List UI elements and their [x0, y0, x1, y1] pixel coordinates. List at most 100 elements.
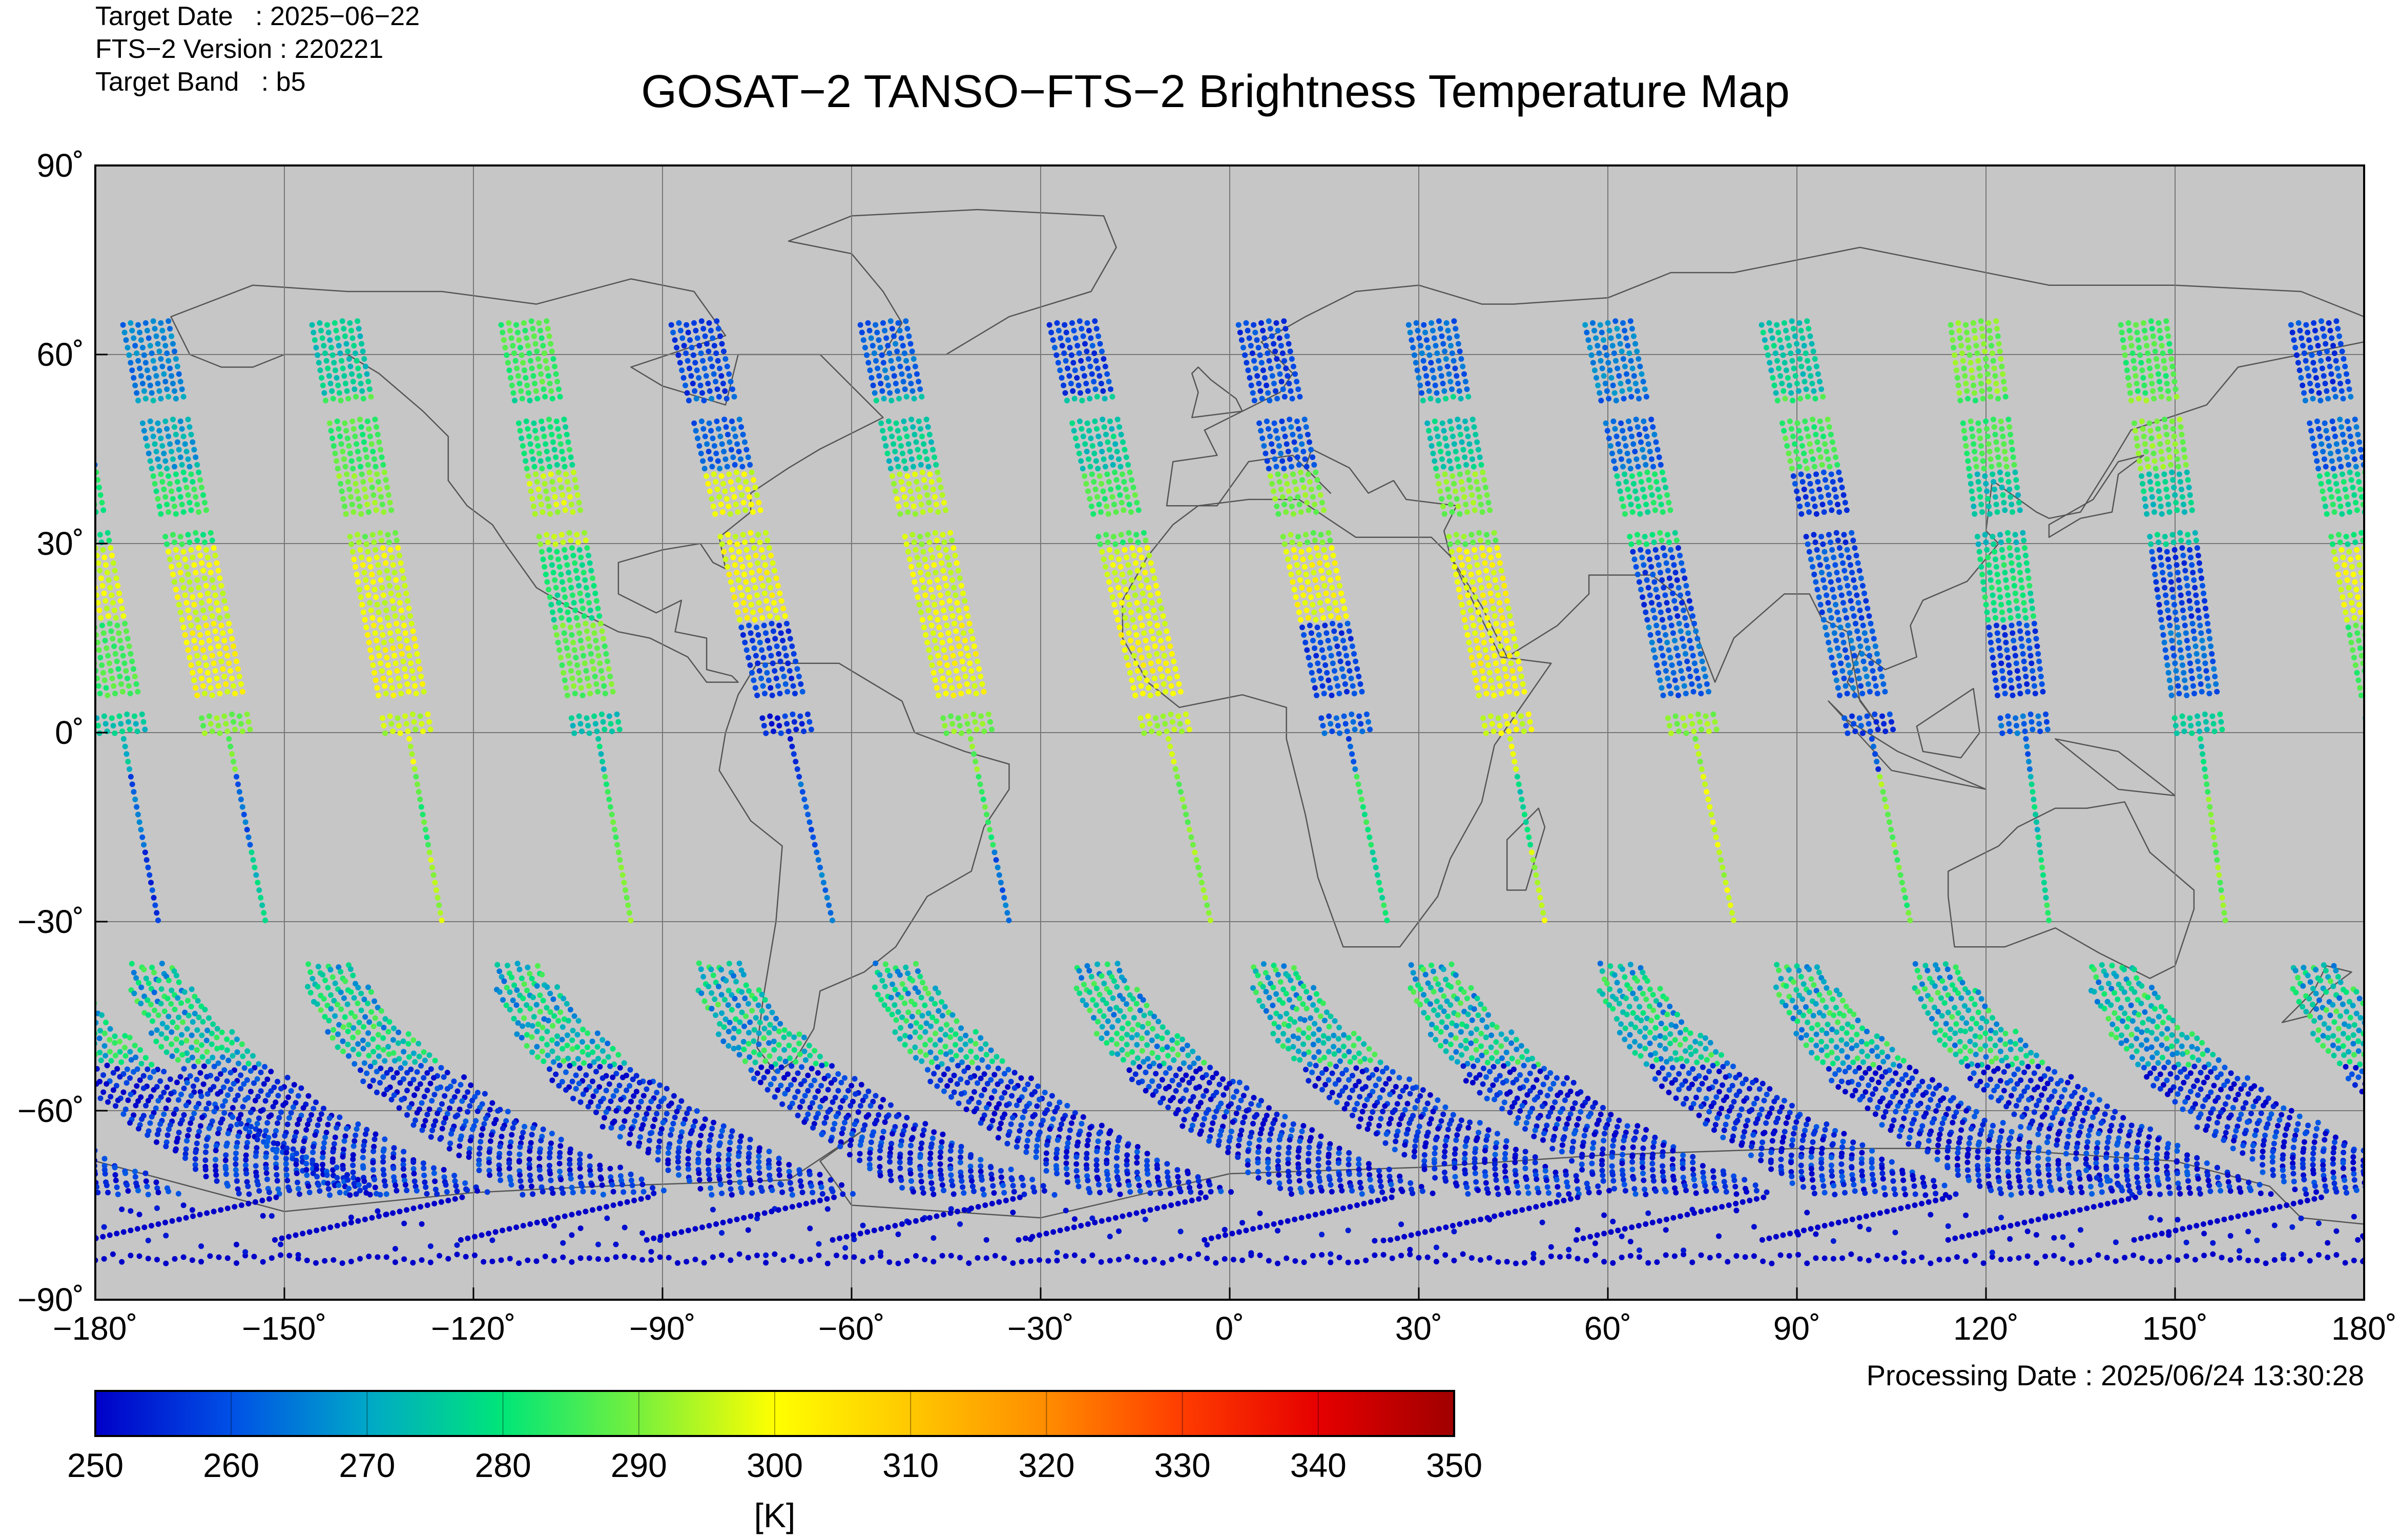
obs-point — [155, 496, 161, 502]
obs-point — [1086, 456, 1091, 462]
obs-point — [825, 1109, 831, 1115]
obs-point — [369, 532, 376, 538]
obs-point — [788, 1082, 794, 1088]
obs-point — [969, 743, 975, 750]
obs-point — [676, 1104, 682, 1110]
obs-point — [887, 390, 893, 396]
obs-point — [724, 363, 730, 369]
obs-point — [370, 492, 377, 498]
obs-point — [607, 1063, 613, 1069]
obs-point — [534, 1028, 540, 1034]
obs-point — [1357, 1179, 1363, 1185]
obs-point — [1134, 568, 1141, 574]
obs-point — [802, 1057, 809, 1063]
obs-point — [1247, 375, 1253, 381]
obs-point — [763, 630, 769, 636]
obs-point — [971, 683, 978, 689]
obs-point — [1197, 1190, 1204, 1196]
obs-point — [1117, 492, 1123, 498]
obs-point — [1183, 1108, 1189, 1114]
obs-point — [1304, 607, 1310, 613]
obs-point — [204, 1091, 211, 1097]
obs-point — [998, 1174, 1004, 1180]
obs-point — [781, 1027, 788, 1033]
obs-point — [421, 1166, 427, 1171]
obs-point — [919, 393, 925, 400]
obs-point — [867, 1102, 874, 1109]
obs-point — [726, 371, 732, 377]
obs-point — [315, 352, 321, 358]
obs-point — [447, 1105, 452, 1111]
obs-point — [288, 1088, 294, 1094]
obs-point — [1067, 1127, 1073, 1133]
obs-point — [978, 1075, 984, 1081]
obs-point — [878, 1143, 884, 1149]
obs-point — [1018, 1075, 1024, 1081]
obs-point — [1080, 365, 1086, 371]
obs-point — [332, 1013, 338, 1019]
obs-point — [805, 1111, 811, 1117]
obs-point — [943, 730, 949, 736]
obs-point — [973, 1029, 979, 1035]
obs-point — [576, 582, 582, 589]
obs-point — [835, 1071, 841, 1077]
obs-point — [770, 660, 776, 667]
obs-point — [1280, 1122, 1287, 1128]
obs-point — [852, 1076, 858, 1082]
obs-point — [142, 320, 149, 326]
obs-point — [341, 456, 347, 462]
obs-point — [717, 433, 723, 440]
obs-point — [1076, 350, 1082, 356]
obs-point — [227, 668, 234, 674]
obs-point — [1326, 606, 1332, 612]
obs-point — [963, 713, 969, 719]
obs-point — [1057, 1099, 1063, 1106]
obs-point — [928, 587, 934, 593]
obs-point — [1321, 582, 1328, 589]
obs-point — [379, 585, 385, 591]
obs-point — [524, 466, 530, 472]
obs-point — [572, 477, 578, 483]
obs-point — [120, 322, 126, 328]
obs-point — [762, 691, 768, 697]
obs-point — [133, 975, 139, 981]
obs-point — [419, 1100, 425, 1106]
obs-point — [501, 337, 507, 343]
obs-point — [329, 435, 336, 442]
obs-point — [1379, 1189, 1385, 1195]
obs-point — [1315, 1162, 1321, 1169]
obs-point — [363, 494, 369, 500]
obs-point — [556, 1083, 562, 1089]
obs-point — [685, 1166, 691, 1172]
obs-point — [927, 471, 933, 477]
obs-point — [349, 502, 355, 508]
obs-point — [512, 358, 519, 364]
obs-point — [238, 796, 244, 802]
obs-point — [503, 1002, 509, 1008]
obs-point — [865, 360, 872, 366]
obs-point — [1332, 560, 1338, 566]
obs-point — [555, 1018, 562, 1024]
obs-point — [552, 494, 558, 500]
obs-point — [1064, 398, 1070, 404]
obs-point — [902, 534, 908, 539]
obs-point — [394, 1188, 400, 1194]
obs-point — [895, 388, 900, 394]
obs-point — [585, 1030, 591, 1036]
obs-point — [524, 1043, 530, 1049]
obs-point — [968, 668, 975, 674]
obs-point — [364, 1127, 370, 1133]
obs-point — [686, 1106, 692, 1112]
obs-point — [1183, 811, 1189, 818]
obs-point — [177, 454, 183, 460]
obs-point — [244, 1048, 251, 1054]
obs-point — [1095, 365, 1101, 371]
obs-point — [385, 532, 391, 538]
obs-point — [799, 721, 805, 727]
obs-point — [622, 1118, 628, 1124]
obs-point — [908, 1142, 914, 1149]
obs-point — [167, 365, 173, 371]
obs-point — [587, 691, 593, 697]
obs-point — [957, 1036, 963, 1042]
obs-point — [571, 730, 577, 736]
